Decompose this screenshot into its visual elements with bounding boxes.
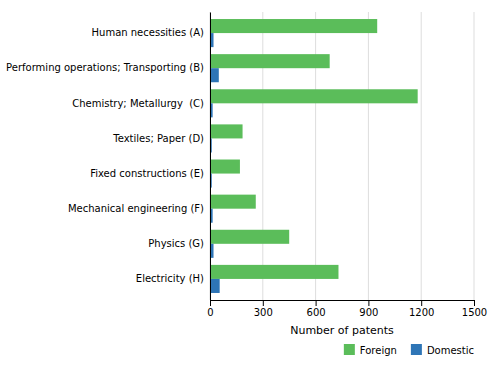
y-tick-label: Chemistry; Metallurgy (C): [72, 98, 204, 109]
y-tick: Chemistry; Metallurgy (C): [72, 98, 204, 109]
x-tick-label: 300: [254, 307, 273, 318]
x-tick-mark: [421, 300, 422, 306]
series: [210, 33, 220, 293]
y-tick: Performing operations; Transporting (B): [6, 62, 204, 73]
bar: [210, 195, 256, 209]
y-tick: Mechanical engineering (F): [68, 203, 204, 214]
y-tick-label: Physics (G): [148, 238, 204, 249]
y-tick-label: Electricity (H): [136, 273, 204, 284]
x-tick: 1500: [462, 300, 487, 318]
bar: [210, 230, 289, 244]
x-tick-mark: [368, 300, 369, 306]
y-tick: Physics (G): [148, 238, 204, 249]
y-tick: Fixed constructions (E): [90, 168, 204, 179]
grid-line: [474, 12, 475, 300]
y-axis-line: [210, 13, 211, 301]
y-axis: Human necessities (A) Performing operatio…: [6, 13, 210, 301]
x-tick-mark: [316, 300, 317, 306]
x-tick: 300: [254, 300, 273, 318]
grid: [210, 12, 474, 300]
bar: [210, 19, 377, 33]
x-tick-label: 900: [359, 307, 378, 318]
grid-line: [421, 12, 422, 300]
bar: [210, 160, 240, 174]
y-tick: Human necessities (A): [92, 27, 205, 38]
y-tick-label: Human necessities (A): [92, 27, 205, 38]
bar: [210, 89, 418, 103]
x-axis: 0 300 600 900 1200 1500: [207, 300, 487, 318]
legend-item: Domestic: [411, 344, 474, 356]
y-tick-label: Textiles; Paper (D): [112, 133, 204, 144]
x-tick-label: 0: [207, 307, 213, 318]
x-tick-label: 600: [307, 307, 326, 318]
x-tick: 600: [307, 300, 326, 318]
bar: [210, 279, 220, 293]
y-tick-label: Fixed constructions (E): [90, 168, 204, 179]
series: [210, 19, 418, 279]
y-tick-label: Performing operations; Transporting (B): [6, 62, 204, 73]
y-tick: Electricity (H): [136, 273, 204, 284]
plot: 0 300 600 900 1200 1500 Human necessities (A) P…: [6, 12, 487, 318]
bar: [210, 124, 243, 138]
grid-line: [210, 12, 211, 300]
legend-swatch: [344, 344, 355, 355]
x-tick: 0: [207, 300, 213, 318]
x-axis-title: Number of patents: [290, 324, 394, 337]
bar: [210, 265, 338, 279]
x-axis-line: [211, 301, 475, 307]
x-tick: 1200: [409, 300, 434, 318]
x-tick-mark: [474, 300, 475, 306]
bar: [210, 68, 219, 82]
x-tick-label: 1200: [409, 307, 434, 318]
grid-line: [368, 12, 369, 300]
x-tick-label: 1500: [462, 307, 487, 318]
chart: 0 300 600 900 1200 1500 Human necessities (A) P…: [0, 0, 494, 366]
x-tick-mark: [210, 300, 211, 306]
legend-swatch: [411, 344, 422, 355]
bars: [210, 19, 418, 293]
y-tick-label: Mechanical engineering (F): [68, 203, 204, 214]
legend: Foreign Domestic: [344, 344, 474, 356]
y-tick: Textiles; Paper (D): [112, 133, 204, 144]
bar: [210, 54, 330, 68]
x-tick: 900: [359, 300, 378, 318]
legend-item: Foreign: [344, 344, 397, 356]
x-tick-mark: [263, 300, 264, 306]
legend-label: Foreign: [360, 345, 397, 356]
legend-label: Domestic: [427, 345, 474, 356]
